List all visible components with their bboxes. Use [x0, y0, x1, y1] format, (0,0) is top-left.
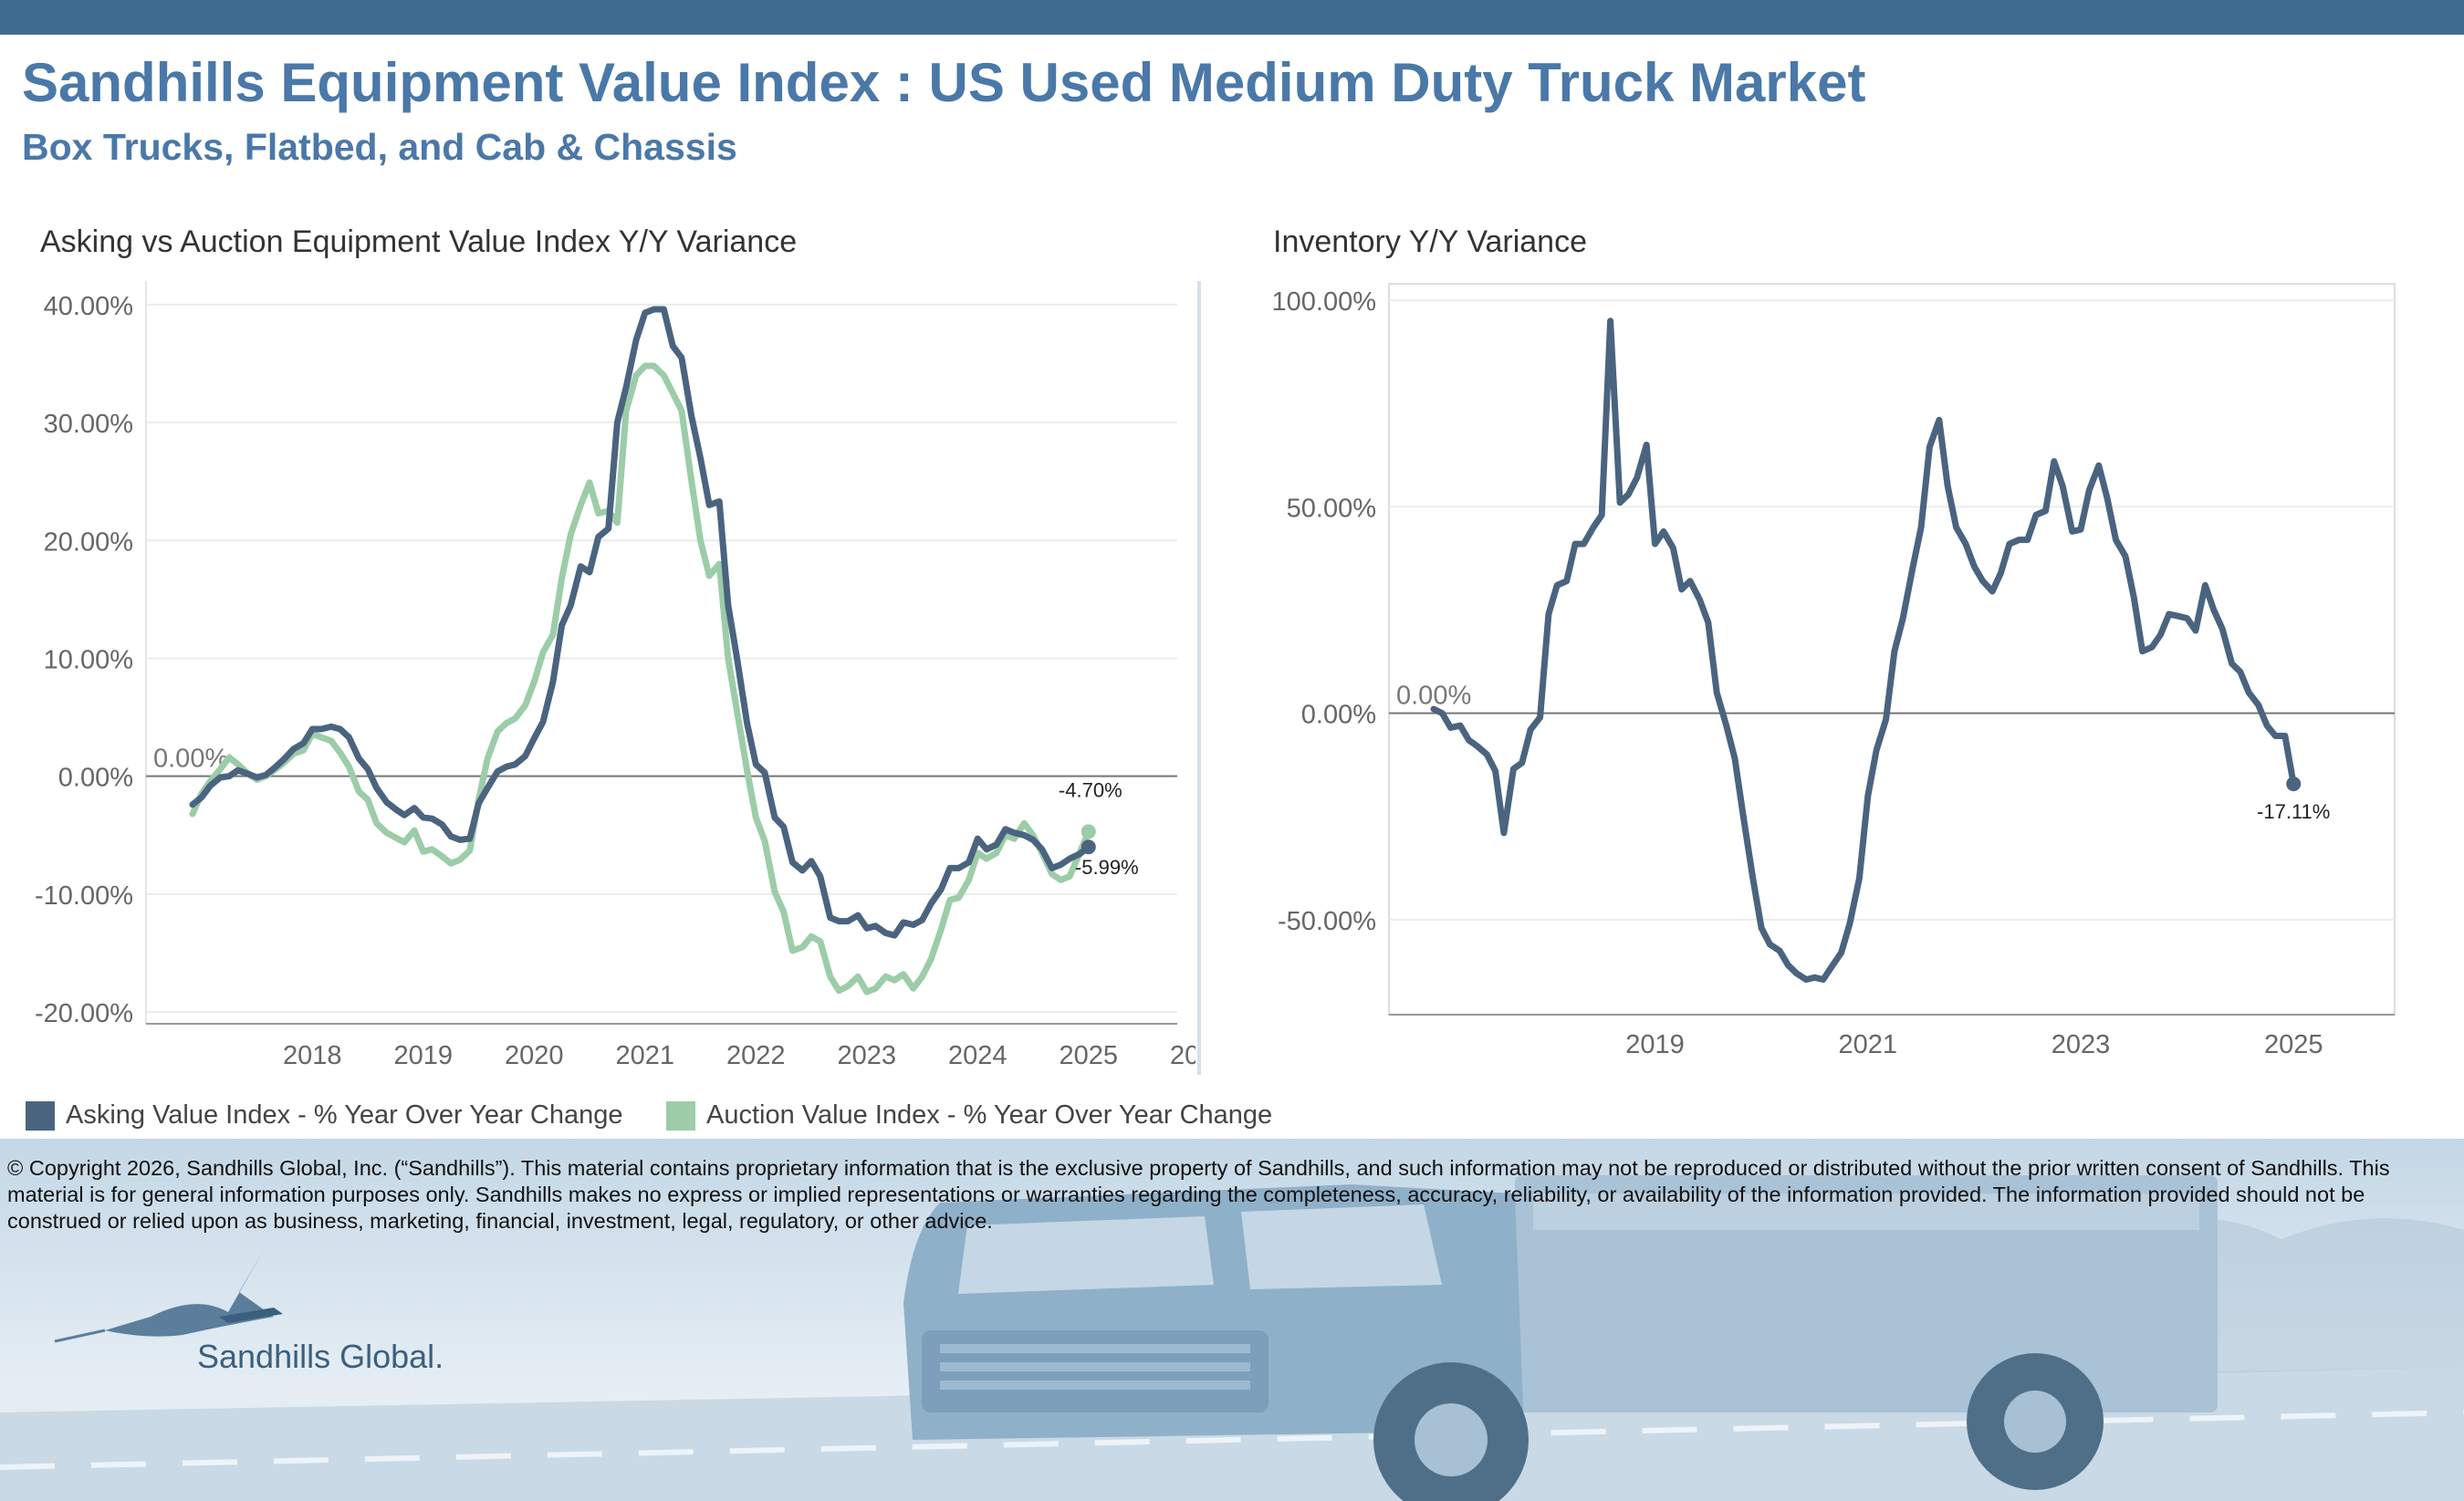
- footer-background: [0, 1139, 2464, 1501]
- x-tick-label: 2019: [394, 1041, 454, 1070]
- x-tick-label: 2019: [1625, 1030, 1685, 1059]
- x-tick-label: 2022: [726, 1041, 786, 1070]
- x-tick-label: 2021: [1839, 1030, 1898, 1059]
- x-tick-label: 2025: [2264, 1030, 2323, 1059]
- y-tick-label: -10.00%: [35, 881, 133, 911]
- legend-item-auction: Auction Value Index - % Year Over Year C…: [666, 1097, 1272, 1133]
- series-end-label-1: -4.70%: [1059, 778, 1122, 801]
- value-index-chart: 40.00% 30.00% 20.00% 10.00% 0.00% -10.00% -20.…: [35, 281, 1195, 1070]
- x-tick-label: 2023: [838, 1041, 897, 1070]
- x-tick-label: 2020: [505, 1041, 564, 1070]
- series-endpoint-1: [1081, 824, 1096, 839]
- truck-illustration: [0, 1175, 2464, 1501]
- top-bar: [0, 0, 2464, 35]
- x-tick-label: 2018: [283, 1041, 342, 1070]
- left-chart-title: Asking vs Auction Equipment Value Index …: [40, 224, 798, 259]
- x-tick-label: 2026: [1170, 1041, 1195, 1070]
- x-tick-label: 2025: [1060, 1041, 1119, 1070]
- page-subtitle: Box Trucks, Flatbed, and Cab & Chassis: [22, 126, 737, 168]
- y-tick-label: 20.00%: [44, 527, 133, 557]
- y-tick-label: 0.00%: [58, 764, 133, 793]
- legend-swatch-auction: [666, 1101, 695, 1131]
- y-tick-label: -20.00%: [35, 999, 133, 1028]
- y-tick-label: 50.00%: [1287, 494, 1376, 523]
- legend-item-asking: Asking Value Index - % Year Over Year Ch…: [26, 1097, 622, 1133]
- series-endpoint-1: [2286, 777, 2302, 792]
- inventory-chart: 100.00% 50.00% 0.00% -50.00% 0.00% 2019 2021 20…: [1272, 283, 2396, 1059]
- y-tick-label: 40.00%: [44, 292, 133, 321]
- y-tick-label: 30.00%: [44, 410, 133, 439]
- page-title: Sandhills Equipment Value Index : US Use…: [22, 52, 1866, 113]
- series-line-1: [189, 362, 1092, 995]
- series-line-1: [1430, 318, 2297, 983]
- series-endpoint-2: [1081, 839, 1096, 855]
- zero-line-label: 0.00%: [1396, 682, 1471, 711]
- right-chart-title: Inventory Y/Y Variance: [1273, 224, 1587, 259]
- copyright-text: © Copyright 2026, Sandhills Global, Inc.…: [7, 1156, 2390, 1233]
- x-tick-label: 2023: [2052, 1030, 2111, 1059]
- legend-swatch-asking: [26, 1101, 55, 1131]
- legend-label-asking: Asking Value Index - % Year Over Year Ch…: [66, 1100, 623, 1130]
- legend-label-auction: Auction Value Index - % Year Over Year C…: [706, 1100, 1273, 1130]
- x-tick-label: 2021: [616, 1041, 675, 1070]
- chart-divider: [1197, 281, 1201, 1075]
- y-tick-label: 10.00%: [44, 645, 133, 674]
- series-end-label-1: -17.11%: [2257, 800, 2330, 823]
- sandhills-logo-text: Sandhills Global.: [197, 1338, 444, 1375]
- y-tick-label: 100.00%: [1272, 287, 1377, 317]
- zero-line-label: 0.00%: [153, 745, 228, 774]
- x-tick-label: 2024: [948, 1041, 1008, 1070]
- y-tick-label: -50.00%: [1278, 907, 1376, 936]
- y-tick-label: 0.00%: [1301, 701, 1376, 730]
- series-line-2: [189, 306, 1092, 939]
- series-end-label-2: -5.99%: [1075, 856, 1139, 879]
